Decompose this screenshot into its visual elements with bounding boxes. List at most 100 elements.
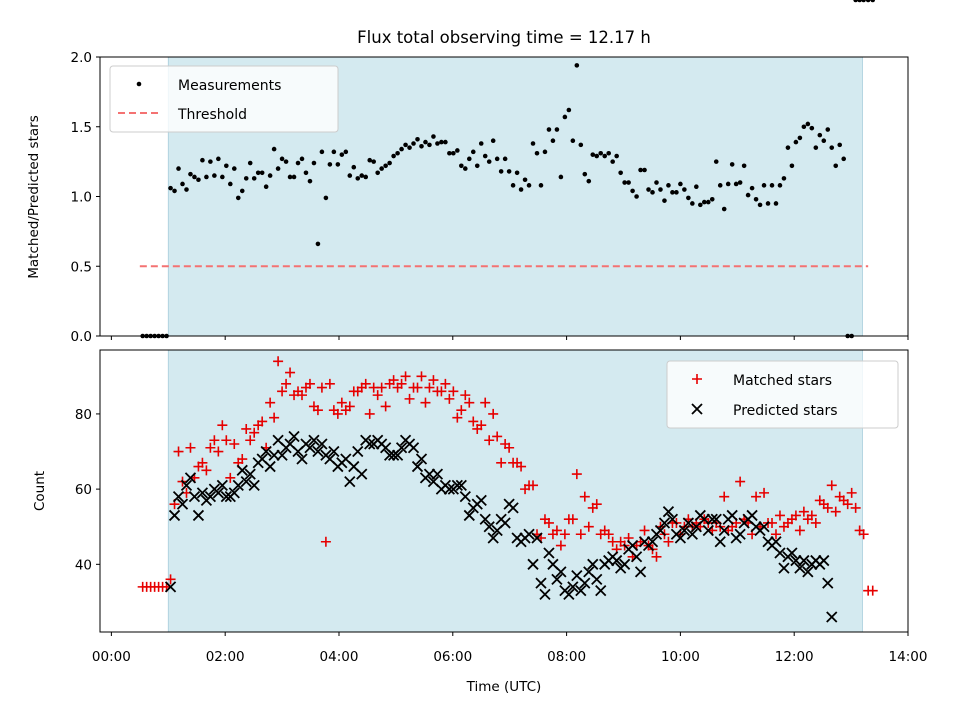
predicted-star-point (646, 536, 659, 548)
predicted-star-point (212, 487, 224, 499)
predicted-star-point (654, 524, 667, 537)
measurement-point (451, 150, 456, 156)
x-tick-label: 12:00 (775, 649, 814, 665)
measurement-point (646, 187, 651, 192)
matched-star-point (528, 480, 539, 491)
bottom-y-tick-label: 80 (75, 407, 92, 423)
measurement-point (638, 167, 643, 173)
matched-star-point (376, 382, 387, 393)
measurement-point (255, 170, 261, 176)
measurement-point (865, 0, 871, 3)
measurement-point (271, 146, 277, 152)
measurement-point (841, 156, 847, 162)
measurement-point (502, 156, 508, 162)
measurement-point (825, 127, 831, 132)
measurement-point (395, 150, 400, 156)
measurement-point (204, 174, 209, 180)
measurement-point (769, 183, 775, 188)
matched-star-point (412, 382, 423, 393)
measurement-point (299, 156, 305, 162)
measurement-point (371, 159, 376, 164)
measurement-point (833, 163, 839, 169)
measurement-point (694, 184, 699, 190)
predicted-star-point (591, 573, 603, 585)
measurement-point (705, 199, 711, 205)
matched-star-point (225, 472, 236, 483)
predicted-star-point (778, 562, 790, 574)
matched-star-point (651, 551, 662, 562)
predicted-star-point (499, 517, 511, 529)
predicted-star-point (383, 449, 396, 461)
measurement-point (231, 166, 237, 171)
measurement-point (542, 149, 548, 155)
predicted-star-point (264, 460, 276, 473)
predicted-star-point (507, 502, 519, 514)
matched-star-point (567, 514, 578, 525)
measurement-point (606, 150, 611, 156)
matched-star-point (663, 536, 674, 547)
measurement-point (228, 181, 233, 187)
matched-star-point (842, 499, 853, 510)
measurement-point (212, 173, 217, 178)
predicted-star-point (686, 528, 698, 540)
measurement-point (765, 201, 771, 206)
measurement-point (239, 188, 245, 194)
measurement-point (339, 152, 345, 157)
predicted-star-point (618, 558, 631, 570)
bottom-axes-frame (99, 349, 909, 633)
predicted-star-point (682, 517, 694, 529)
measurement-point (773, 201, 779, 206)
measurement-point (805, 121, 811, 127)
measurement-point (757, 202, 763, 208)
predicted-star-point (451, 479, 463, 491)
matched-star-point (464, 397, 475, 408)
x-tick-label: 06:00 (433, 649, 472, 665)
top-y-tick-label: 1.5 (71, 120, 92, 136)
matched-star-point (516, 461, 527, 472)
predicted-star-point (220, 491, 232, 503)
matched-star-point (205, 442, 216, 453)
bottom-legend-box (666, 360, 899, 429)
measurement-point (347, 173, 353, 178)
top-y-tick-label: 1.0 (71, 190, 92, 206)
measurement-point (307, 178, 313, 184)
measurement-point (466, 156, 472, 162)
measurement-point (423, 139, 428, 145)
predicted-star-point (794, 562, 806, 574)
bottom-legend: Matched stars Predicted stars (666, 360, 899, 429)
x-tick-label: 04:00 (320, 649, 359, 665)
measurement-point (622, 180, 627, 185)
matched-star-point (468, 416, 479, 427)
matched-star-point (265, 397, 276, 408)
predicted-star-point (172, 491, 185, 503)
measurement-point (829, 145, 835, 150)
predicted-star-point (344, 475, 356, 488)
measurement-point (618, 170, 623, 176)
x-tick-label: 02:00 (206, 649, 245, 665)
measurement-point (550, 138, 556, 143)
matched-star-point (751, 491, 762, 502)
measurement-point (311, 160, 317, 166)
measurement-point (590, 152, 596, 157)
predicted-star-point (463, 509, 475, 522)
measurement-point (797, 135, 803, 141)
measurement-point (470, 149, 476, 155)
predicted-star-point (575, 585, 587, 597)
bottom-y-tick-label: 40 (75, 557, 92, 573)
matched-star-point (312, 405, 323, 416)
matched-star-point (504, 442, 515, 453)
predicted-star-point (710, 513, 722, 525)
top-y-axis: 0.0 0.5 1.0 1.5 2.0 (71, 50, 100, 345)
measurement-point (251, 176, 257, 181)
measurement-point (291, 174, 297, 180)
predicted-star-point (443, 483, 456, 495)
measurement-point (642, 167, 647, 173)
top-y-tick-label: 2.0 (71, 50, 92, 66)
measurement-point (351, 164, 357, 170)
measurement-point (391, 153, 396, 159)
measurement-point (789, 163, 795, 169)
matched-star-point (336, 397, 347, 408)
predicted-star-point (288, 430, 300, 443)
measurement-point (785, 145, 791, 150)
matched-star-point (810, 517, 821, 528)
